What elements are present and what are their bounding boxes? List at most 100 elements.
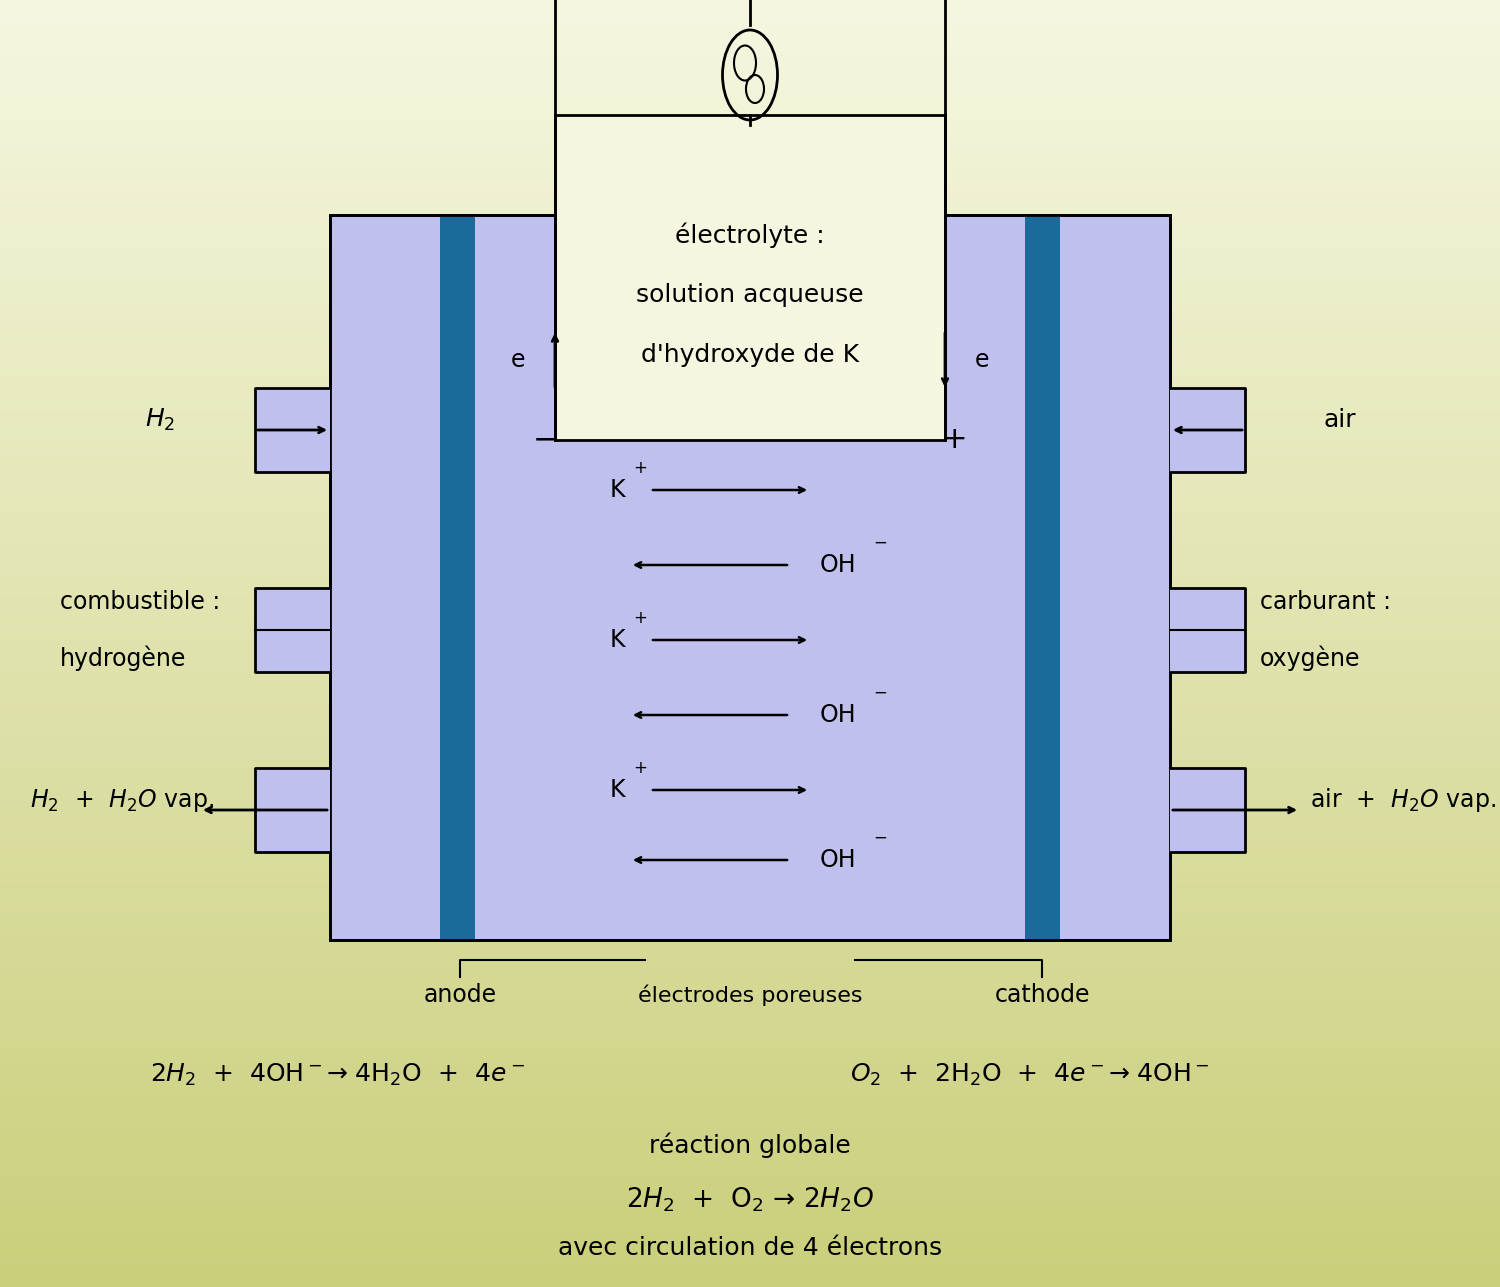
Bar — [0, 489, 1500, 493]
Bar — [0, 1033, 1500, 1039]
Bar — [0, 1039, 1500, 1042]
Bar — [0, 644, 1500, 647]
Bar — [1024, 215, 1060, 940]
Text: K: K — [609, 477, 625, 502]
Bar — [0, 429, 1500, 434]
Bar — [0, 695, 1500, 699]
Bar — [0, 583, 1500, 588]
Bar — [0, 974, 1500, 978]
Bar — [0, 798, 1500, 802]
Bar — [0, 640, 1500, 644]
Bar — [0, 1042, 1500, 1046]
Text: −: − — [873, 829, 886, 847]
Bar — [0, 1248, 1500, 1252]
Bar — [0, 618, 1500, 622]
Bar — [0, 270, 1500, 274]
Bar — [0, 447, 1500, 450]
Bar — [0, 1094, 1500, 1098]
Bar — [0, 300, 1500, 305]
Bar — [0, 1214, 1500, 1219]
Bar — [0, 257, 1500, 261]
Bar — [0, 579, 1500, 583]
Bar — [0, 1051, 1500, 1055]
Bar — [1170, 588, 1245, 672]
Bar — [0, 828, 1500, 833]
Bar — [0, 1145, 1500, 1149]
Bar — [0, 982, 1500, 987]
Bar — [0, 1142, 1500, 1145]
Bar — [0, 351, 1500, 356]
Bar — [0, 1193, 1500, 1197]
Bar — [0, 309, 1500, 313]
Bar — [0, 763, 1500, 768]
Bar — [0, 965, 1500, 969]
Bar — [0, 840, 1500, 846]
Bar — [0, 785, 1500, 789]
Bar — [0, 189, 1500, 193]
Bar — [0, 228, 1500, 232]
Bar — [0, 215, 1500, 219]
Bar — [0, 1167, 1500, 1171]
Text: $2H_2$  +  4OH$^-$→ 4H$_2$O  +  4$e^-$: $2H_2$ + 4OH$^-$→ 4H$_2$O + 4$e^-$ — [150, 1062, 525, 1088]
Bar — [0, 151, 1500, 154]
Bar — [0, 605, 1500, 609]
Bar — [0, 669, 1500, 673]
Bar — [0, 704, 1500, 708]
Bar — [0, 570, 1500, 575]
Bar — [0, 55, 1500, 60]
Bar — [0, 653, 1500, 656]
Bar — [0, 248, 1500, 254]
Bar — [0, 274, 1500, 279]
Bar — [0, 1116, 1500, 1120]
Bar — [0, 781, 1500, 785]
Bar — [0, 511, 1500, 515]
Bar — [0, 1107, 1500, 1111]
Bar — [0, 833, 1500, 837]
Bar — [0, 888, 1500, 892]
Bar — [0, 541, 1500, 544]
Bar — [0, 566, 1500, 570]
Bar — [0, 1278, 1500, 1283]
Bar — [0, 1171, 1500, 1175]
Bar — [0, 853, 1500, 858]
Bar — [0, 879, 1500, 884]
Bar — [0, 743, 1500, 746]
Bar — [0, 730, 1500, 734]
Bar — [0, 42, 1500, 48]
Bar — [0, 961, 1500, 965]
Bar — [0, 858, 1500, 862]
Bar — [0, 408, 1500, 412]
Bar — [0, 73, 1500, 77]
Bar — [0, 120, 1500, 125]
Bar — [0, 163, 1500, 167]
Bar — [0, 51, 1500, 55]
Bar — [0, 673, 1500, 678]
Bar — [0, 1133, 1500, 1136]
Bar — [0, 502, 1500, 506]
Bar — [0, 1030, 1500, 1033]
Bar — [0, 622, 1500, 627]
Bar — [0, 952, 1500, 956]
Text: anode: anode — [423, 983, 496, 1006]
Bar — [0, 524, 1500, 528]
Bar — [0, 1026, 1500, 1030]
Bar — [0, 1072, 1500, 1077]
Bar — [0, 772, 1500, 776]
Bar — [0, 875, 1500, 879]
Bar — [0, 776, 1500, 781]
Bar — [0, 901, 1500, 905]
Bar — [0, 1261, 1500, 1265]
Bar — [0, 421, 1500, 425]
Bar — [0, 154, 1500, 158]
Bar — [0, 1149, 1500, 1154]
Bar — [0, 232, 1500, 236]
Bar — [0, 634, 1500, 640]
Bar — [0, 656, 1500, 660]
Bar — [0, 335, 1500, 338]
Bar — [0, 197, 1500, 202]
Bar — [0, 631, 1500, 634]
Bar — [0, 99, 1500, 103]
Bar — [0, 708, 1500, 712]
Bar — [0, 905, 1500, 910]
Bar — [0, 344, 1500, 347]
